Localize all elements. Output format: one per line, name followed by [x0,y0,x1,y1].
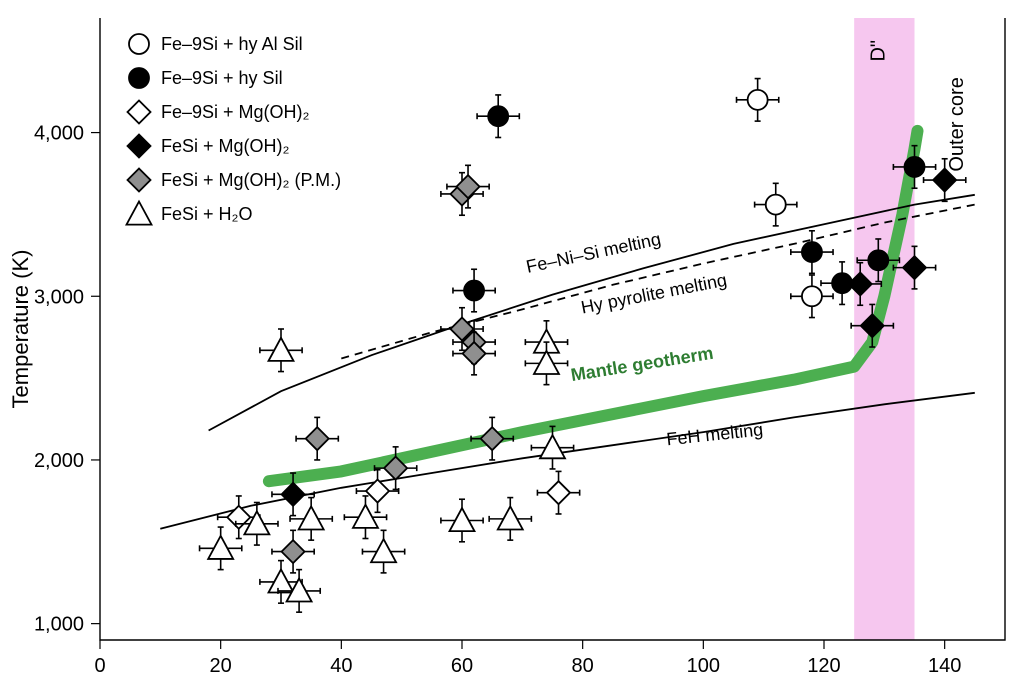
legend-item-fesi_mgoH2: FeSi + Mg(OH)₂ [128,135,290,158]
chart-svg: 0 20 40 60 80 100 120 140 1,000 2,000 3,000 4,000 Te… [0,0,1024,675]
legend-item-fe9si_mgoH2: Fe–9Si + Mg(OH)₂ [128,101,310,124]
data-point-fesi_mgoH2_pm [441,173,483,216]
data-point-fesi_h2o [290,498,332,541]
data-point-fesi_h2o [344,496,386,539]
legend-item-fesi_mgoH2_pm: FeSi + Mg(OH)₂ (P.M.) [128,169,342,192]
data-point-fesi_h2o [489,498,531,541]
y-tick-label: 1,000 [34,614,84,636]
legend-label: Fe–9Si + hy Sil [161,68,283,88]
data-point-fesi_h2o [362,530,404,573]
data-point-fe9si_hyalsil [737,79,779,122]
data-point-fesi_mgoH2_pm [447,165,489,208]
feh-label: FeH melting [665,419,764,449]
data-point-fesi_mgoH2_pm [272,530,314,573]
pressure-temperature-chart: 0 20 40 60 80 100 120 140 1,000 2,000 3,000 4,000 Te… [0,0,1024,675]
legend-label: FeSi + Mg(OH)₂ [161,136,290,156]
legend-label: Fe–9Si + hy Al Sil [161,34,303,54]
data-point-fesi_mgoH2_pm [296,417,338,460]
data-point-fe9si_hyalsil [755,183,797,226]
y-tick-label: 3,000 [34,286,84,308]
data-point-fe9si_hyalsil [791,275,833,318]
data-point-fe9si_hysil [791,231,833,274]
x-tick-label: 20 [210,655,232,675]
data-point-fesi_h2o [441,499,483,542]
data-point-fe9si_hysil [453,269,495,312]
x-tick-label: 100 [687,655,720,675]
hy-pyrolite-label: Hy pyrolite melting [579,270,728,318]
data-point-fesi_h2o [200,527,242,570]
legend-label: FeSi + H₂O [161,204,253,224]
x-tick-label: 0 [94,655,105,675]
mantle-geotherm-label: Mantle geotherm [569,343,714,385]
outer-core-label: Outer core [946,77,968,171]
legend-label: Fe–9Si + Mg(OH)₂ [161,102,310,122]
data-point-fesi_h2o [525,342,567,385]
legend-item-fe9si_hyalsil: Fe–9Si + hy Al Sil [129,34,303,54]
x-tick-label: 80 [572,655,594,675]
legend-item-fe9si_hysil: Fe–9Si + hy Sil [129,68,283,88]
x-tick-label: 60 [451,655,473,675]
x-tick-label: 120 [807,655,840,675]
x-tick-label: 40 [330,655,352,675]
feh-melting-curve [160,393,975,529]
y-axis-title: Temperature (K) [8,250,33,409]
y-tick-label: 4,000 [34,123,84,145]
d-double-prime-label: D" [867,40,889,62]
data-point-fesi_mgoH2_pm [471,417,513,460]
x-tick-label: 140 [928,655,961,675]
legend-label: FeSi + Mg(OH)₂ (P.M.) [161,170,341,190]
data-point-fesi_h2o [260,329,302,372]
data-point-fe9si_hysil [477,95,519,138]
y-tick-label: 2,000 [34,450,84,472]
legend-item-fesi_h2o: FeSi + H₂O [127,202,253,225]
data-point-fe9si_mgoH2 [537,471,579,514]
